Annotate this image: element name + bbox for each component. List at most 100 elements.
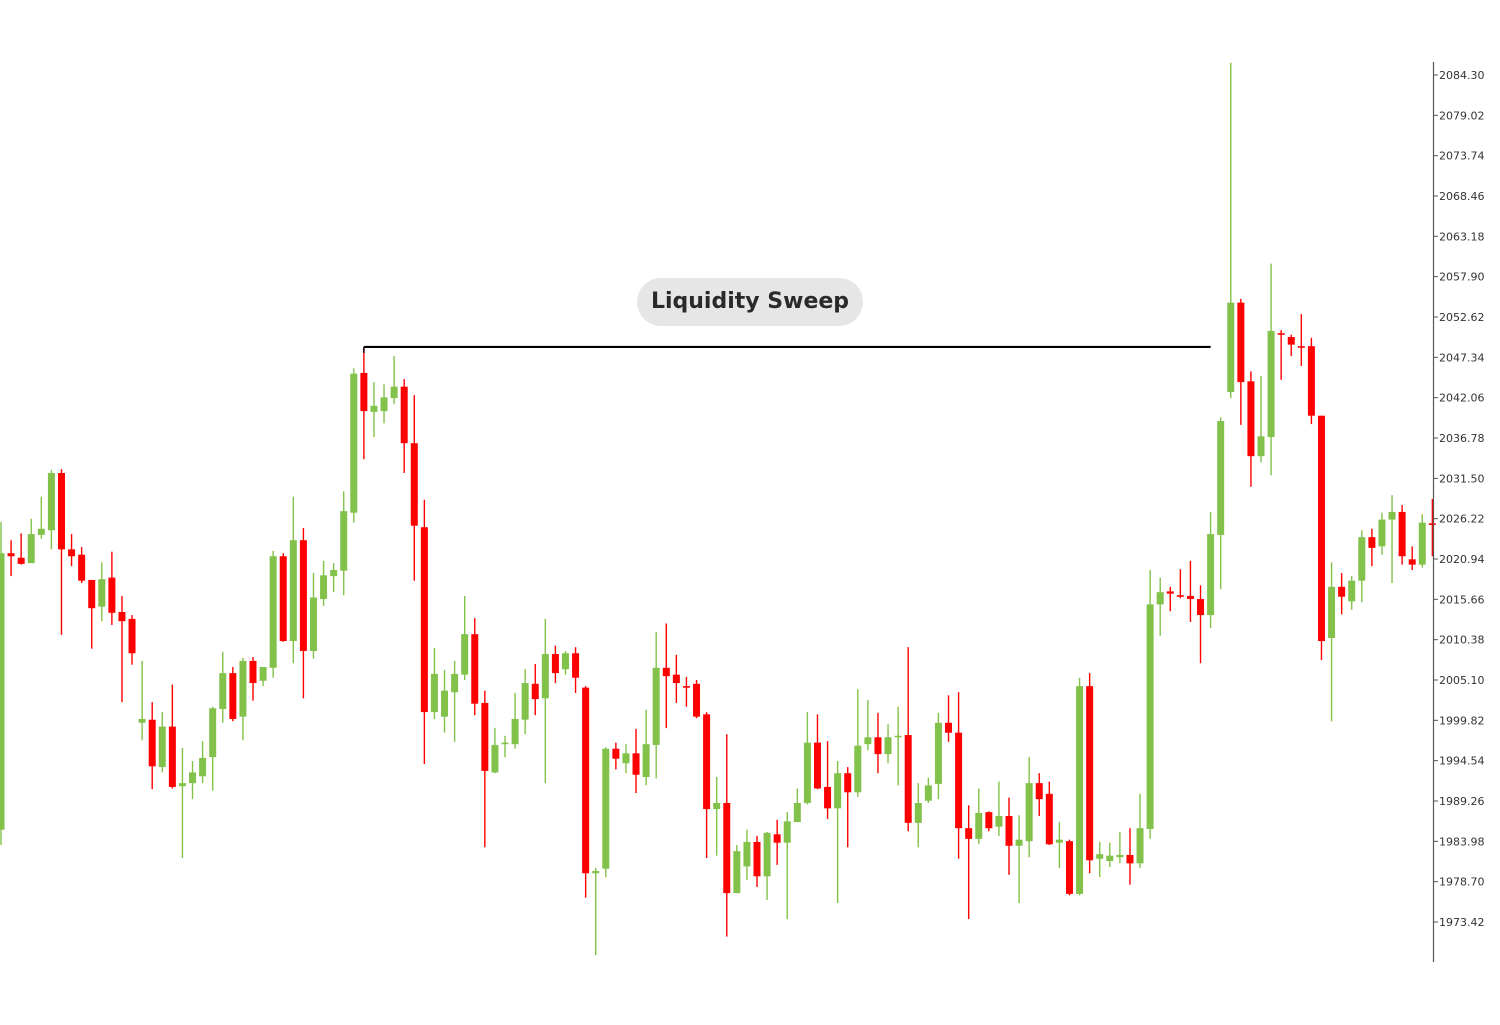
candle-body	[199, 757, 207, 777]
candle	[1045, 781, 1053, 845]
candle	[975, 788, 983, 845]
candle	[1217, 417, 1225, 590]
candle	[390, 356, 398, 405]
candle	[1338, 573, 1346, 615]
candle-body	[68, 549, 76, 557]
candle-body	[773, 834, 781, 843]
candle	[1257, 375, 1265, 463]
candle-body	[753, 841, 761, 877]
candle-body	[219, 673, 227, 710]
candle	[1317, 415, 1325, 661]
candle-body	[0, 553, 5, 830]
candle	[1176, 569, 1184, 599]
candle-body	[783, 821, 791, 843]
candle-body	[582, 687, 590, 874]
candle-body	[1328, 586, 1336, 638]
candle	[1096, 841, 1104, 878]
candle	[965, 805, 973, 920]
candle-body	[269, 556, 277, 668]
candle	[733, 845, 741, 894]
candle	[753, 835, 761, 888]
candle	[380, 384, 388, 424]
candle	[803, 712, 811, 805]
candle	[209, 706, 217, 791]
axis-tick-label: 2057.90	[1439, 271, 1485, 284]
candle	[249, 657, 257, 701]
candle-body	[471, 634, 479, 704]
candle-body	[1227, 302, 1235, 393]
candle-body	[1418, 522, 1426, 565]
candle	[1086, 673, 1094, 874]
candle	[98, 562, 106, 622]
axis-tick-label: 2084.30	[1439, 69, 1485, 82]
candle-body	[57, 472, 65, 550]
candle	[1398, 505, 1406, 565]
candle	[320, 560, 328, 606]
axis-tick-label: 2020.94	[1439, 553, 1485, 566]
candle-body	[1307, 346, 1315, 416]
candle-body	[1287, 337, 1295, 345]
candle-body	[1348, 580, 1356, 602]
candle	[501, 735, 509, 758]
candle	[279, 553, 287, 642]
candle	[1035, 773, 1043, 816]
axis-tick-label: 2063.18	[1439, 230, 1485, 243]
candle	[955, 692, 963, 859]
candle-body	[1317, 415, 1325, 642]
candle-body	[289, 540, 297, 642]
candle-body	[1065, 841, 1073, 894]
candle-body	[309, 597, 317, 651]
candle	[1237, 298, 1245, 425]
candle-body	[98, 579, 106, 607]
candle	[148, 702, 156, 790]
candle	[189, 760, 197, 800]
candle-body	[259, 667, 267, 681]
candle	[602, 747, 610, 878]
candle-body	[965, 828, 973, 839]
candle	[360, 346, 368, 460]
axis-tick-label: 1973.42	[1439, 916, 1485, 929]
candle	[1146, 570, 1154, 839]
candle-body	[1378, 519, 1386, 547]
candle	[743, 829, 751, 881]
candle-body	[1398, 511, 1406, 557]
candle-body	[1045, 793, 1053, 845]
candle	[934, 712, 942, 800]
candle	[410, 395, 418, 581]
candle	[1197, 585, 1205, 664]
candle	[27, 518, 35, 564]
candle-body	[249, 660, 257, 684]
candle-body	[299, 540, 307, 651]
candle	[945, 695, 953, 742]
candle-body	[1176, 595, 1184, 597]
candle	[864, 699, 872, 751]
candle-body	[1277, 333, 1285, 335]
candle-body	[551, 654, 559, 674]
candle-body	[420, 527, 428, 713]
candle	[551, 645, 559, 684]
candle-body	[1086, 686, 1094, 861]
candle	[763, 832, 771, 900]
candle-body	[1247, 381, 1255, 457]
candle	[1277, 330, 1285, 380]
axis-tick-label: 2036.78	[1439, 432, 1485, 445]
candle-body	[703, 714, 711, 810]
candle-body	[864, 737, 872, 745]
candle-body	[1156, 592, 1164, 605]
candle-body	[1257, 436, 1265, 457]
candle	[632, 728, 640, 794]
candle-body	[320, 575, 328, 600]
candle	[693, 680, 701, 719]
candle-body	[1106, 855, 1114, 862]
candle	[441, 670, 449, 733]
candle	[1207, 511, 1215, 629]
candle	[178, 747, 186, 858]
candle-body	[441, 690, 449, 717]
candle-body	[410, 443, 418, 526]
candle	[834, 760, 842, 904]
candle-body	[1388, 511, 1396, 520]
candle-body	[1166, 591, 1174, 594]
candle	[521, 669, 529, 735]
candle-body	[88, 579, 96, 609]
candle	[1005, 797, 1013, 875]
